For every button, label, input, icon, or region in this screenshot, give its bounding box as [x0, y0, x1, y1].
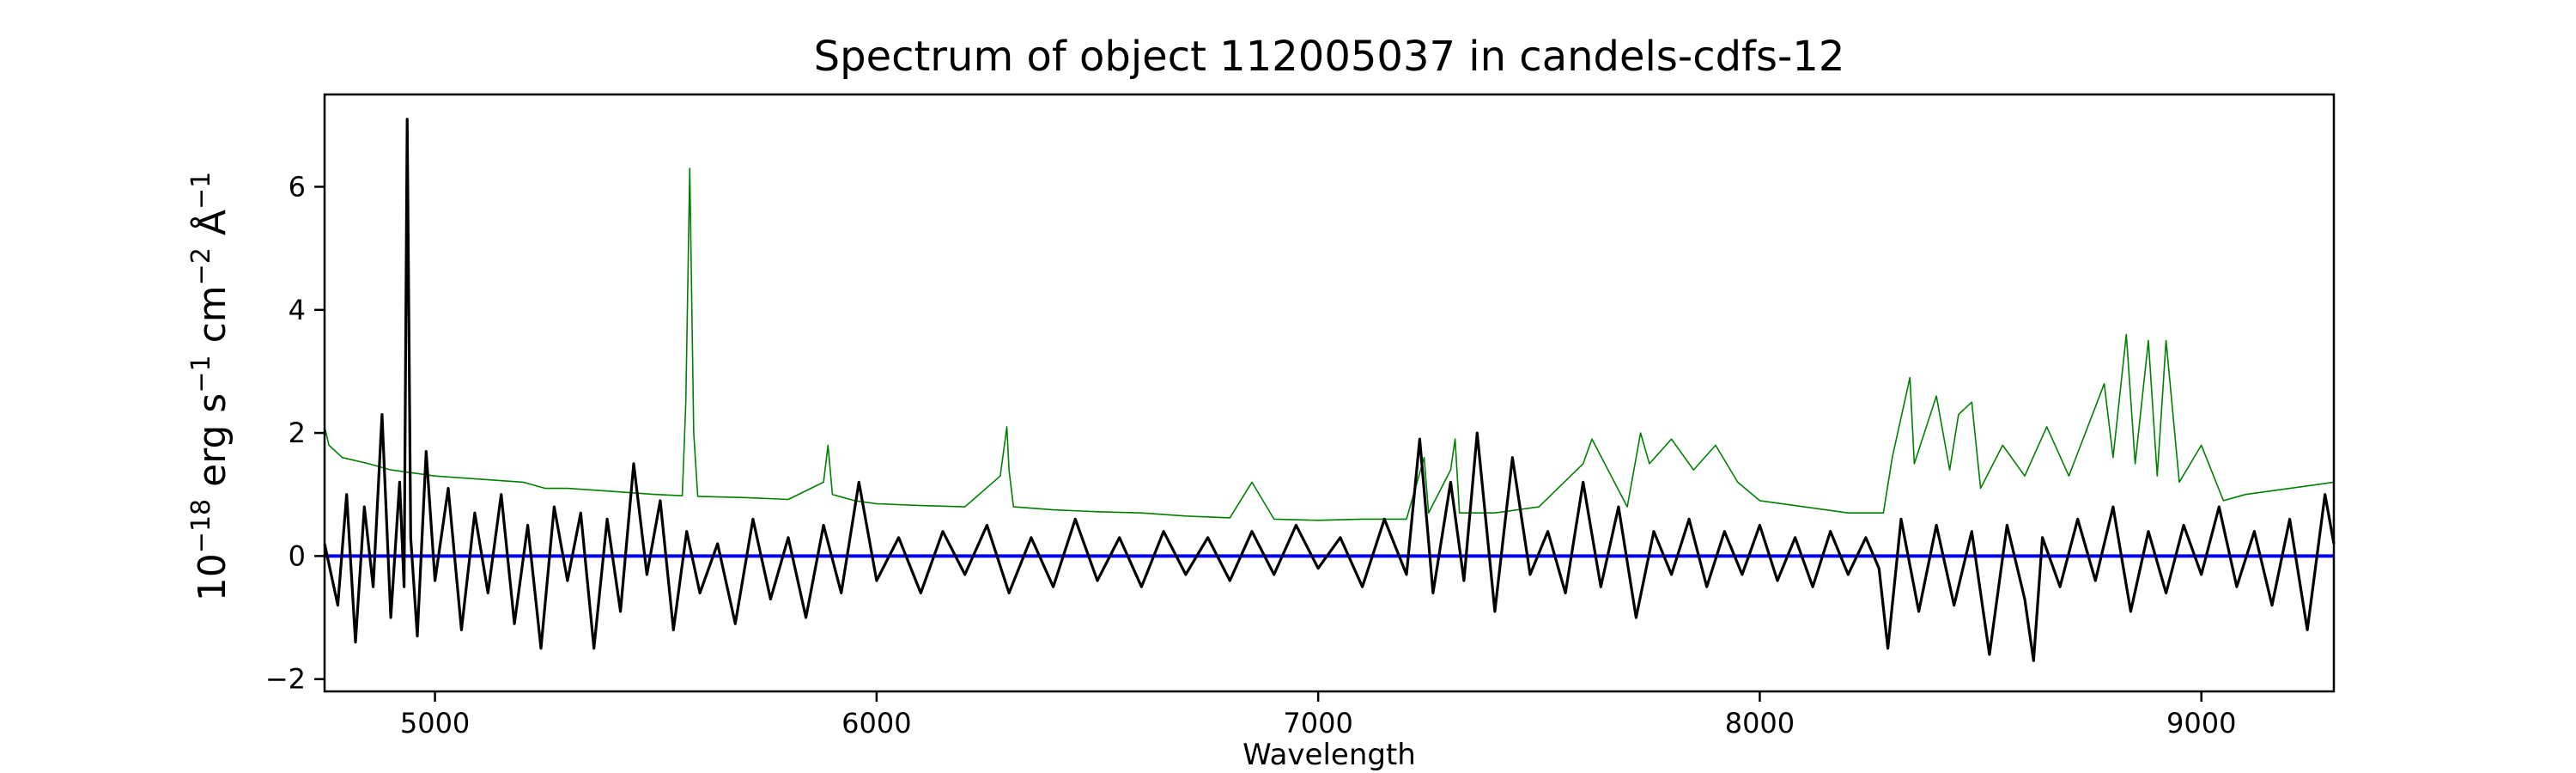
x-tick-label: 5000	[400, 707, 470, 740]
x-tick-label: 7000	[1283, 707, 1352, 740]
plot-area	[323, 118, 2336, 662]
plot-frame	[323, 93, 2336, 693]
x-tick-label: 9000	[2166, 707, 2236, 740]
y-axis-label: 10−18 erg s−1 cm−2 Å−1	[186, 172, 234, 601]
x-tick-label: 6000	[841, 707, 911, 740]
series-line-noise	[324, 167, 2335, 521]
x-tick-label: 8000	[1725, 707, 1795, 740]
y-tick-label: 4	[289, 294, 306, 326]
y-tick-label: −2	[265, 663, 306, 696]
y-tick-label: 0	[289, 539, 306, 572]
series-line-flux	[323, 118, 2336, 662]
x-axis-label: Wavelength	[1242, 738, 1416, 772]
y-tick-label: 6	[289, 170, 306, 203]
chart-title: Spectrum of object 112005037 in candels-…	[814, 33, 1845, 81]
y-axis: −2 0 2 4 6	[265, 170, 325, 696]
x-axis: 5000 6000 7000 8000 9000	[400, 691, 2236, 740]
y-tick-label: 2	[289, 417, 306, 449]
